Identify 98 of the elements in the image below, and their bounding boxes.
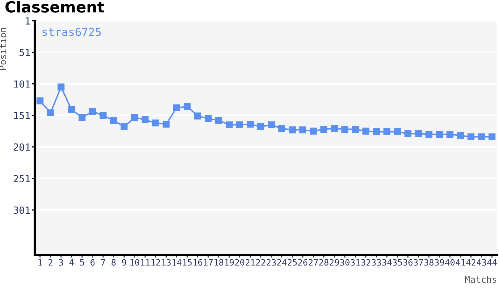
y-tick-label: 51 [20,49,30,56]
x-tick-label: 17 [204,259,213,266]
x-tick-label: 24 [277,259,287,266]
x-tick-label: 37 [414,259,424,266]
point [342,126,349,133]
point [426,131,433,138]
x-tick-label: 3 [59,259,64,266]
point [142,116,149,124]
point [89,108,96,116]
x-tick-label: 29 [330,259,340,266]
x-tick-label: 20 [235,259,245,266]
x-tick-label: 19 [225,259,234,266]
text: stras6725 [42,28,101,36]
point [184,103,191,110]
point [194,112,202,120]
x-tick-label: 32 [362,259,371,266]
y-tick-label: 101 [14,80,30,88]
x-tick-label: 28 [320,259,329,266]
point [457,132,464,140]
point [152,120,160,127]
x-tick-label: 8 [112,259,116,266]
point [310,128,318,135]
x-tick-label: 33 [372,259,382,266]
x-tick-label: 36 [404,259,413,266]
x-tick-label: 15 [183,259,192,266]
point [204,115,212,122]
x-tick-label: 12 [152,259,160,266]
point [100,112,107,120]
x-tick-label: 14 [172,259,182,266]
y-tick-label: 201 [14,144,30,152]
x-tick-label: 25 [288,259,298,266]
x-tick-label: 13 [162,259,171,266]
point [488,134,496,141]
x-tick-label: 21 [246,259,256,266]
x-tick-label: 40 [445,259,455,266]
point [226,122,233,129]
chart-title: Classement [6,1,104,13]
x-tick-label: 35 [393,259,402,266]
x-tick-label: 30 [340,259,350,266]
x-tick-label: 11 [141,259,150,266]
point [36,98,44,105]
point [289,126,296,134]
point [446,131,454,138]
point [415,130,422,138]
x-tick-label: 6 [90,259,95,266]
point [404,130,412,138]
x-tick-label: 38 [424,259,434,266]
point [162,120,170,128]
point [247,120,254,128]
point [278,125,286,132]
x-tick-label: 31 [350,259,360,266]
x-tick-label: 18 [214,259,224,266]
point [131,114,138,121]
x-tick-label: 34 [382,259,392,266]
point [258,123,264,130]
x-tick-label: 41 [456,259,466,266]
point [236,122,244,129]
y-tick-label: 251 [14,175,30,183]
x-tick-label: 42 [466,259,476,266]
point [47,110,54,117]
x-tick-label: 26 [298,259,308,266]
x-tick-label: 9 [122,259,126,266]
point [394,128,402,136]
x-tick-label: 39 [435,259,444,266]
point [120,123,128,130]
x-tick-label: 10 [130,259,140,266]
y-tick-label: 301 [14,206,30,214]
point [78,114,86,121]
y-tick-label: 1 [26,18,30,25]
point [468,134,475,141]
point [436,131,444,138]
point [373,128,380,136]
x-tick-label: 44 [487,259,498,266]
point [173,104,180,112]
x-tick-label: 23 [266,259,276,266]
x-tick-label: 27 [309,259,318,266]
x-tick-label: 7 [101,259,106,266]
x-tick-label: 22 [256,259,266,266]
x-tick-label: 43 [476,259,486,266]
x-tick-label: 16 [194,259,203,266]
point [268,122,275,129]
point [362,128,370,135]
x-axis-title: Matchs [465,276,497,284]
point [352,126,360,133]
point [384,128,391,136]
point [68,106,76,114]
point [300,126,307,134]
point [215,117,222,124]
x-tick-label: 4 [70,259,74,266]
x-tick-label: 2 [48,259,53,266]
point [110,117,118,124]
x-tick-label: 1 [38,259,42,266]
point [331,125,338,132]
point [58,84,65,91]
point [320,126,328,133]
y-tick-label: 151 [14,112,30,120]
point [478,134,486,141]
x-tick-label: 5 [80,259,84,266]
